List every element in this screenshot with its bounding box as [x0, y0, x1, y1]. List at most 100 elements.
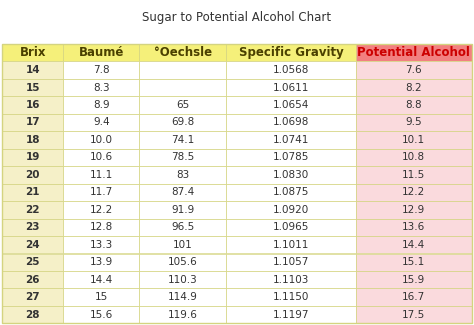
Text: 16: 16 [26, 100, 40, 110]
Bar [356, 271, 472, 289]
Bar [139, 79, 227, 96]
Text: 1.0920: 1.0920 [273, 205, 309, 215]
Bar [356, 96, 472, 114]
Text: Specific Gravity: Specific Gravity [239, 46, 344, 59]
Text: 27: 27 [26, 292, 40, 302]
Text: 18: 18 [26, 135, 40, 145]
Text: 110.3: 110.3 [168, 275, 198, 285]
Text: 78.5: 78.5 [171, 152, 195, 162]
Text: 11.5: 11.5 [402, 170, 425, 180]
Text: 12.2: 12.2 [90, 205, 113, 215]
Text: 17.5: 17.5 [402, 310, 425, 320]
Text: 12.2: 12.2 [402, 187, 425, 197]
Text: Baumé: Baumé [79, 46, 124, 59]
Text: 65: 65 [176, 100, 190, 110]
Bar [139, 218, 227, 236]
Text: 8.2: 8.2 [405, 83, 422, 93]
Text: 15: 15 [95, 292, 108, 302]
Text: 9.5: 9.5 [405, 117, 422, 127]
Bar [356, 201, 472, 218]
Bar [2, 61, 63, 79]
Bar [356, 131, 472, 149]
Bar [2, 44, 63, 61]
Text: 14.4: 14.4 [402, 240, 425, 250]
Bar [2, 254, 63, 271]
Text: Sugar to Potential Alcohol Chart: Sugar to Potential Alcohol Chart [143, 11, 331, 24]
Bar [356, 166, 472, 184]
Text: 21: 21 [26, 187, 40, 197]
Bar [227, 131, 356, 149]
Text: 10.8: 10.8 [402, 152, 425, 162]
Text: 22: 22 [26, 205, 40, 215]
Bar [2, 201, 63, 218]
Bar [63, 96, 139, 114]
Text: 15.9: 15.9 [402, 275, 425, 285]
Text: 11.7: 11.7 [90, 187, 113, 197]
Text: 14.4: 14.4 [90, 275, 113, 285]
Text: 8.3: 8.3 [93, 83, 109, 93]
Bar [63, 184, 139, 201]
Text: 13.3: 13.3 [90, 240, 113, 250]
Bar [227, 236, 356, 254]
Bar [227, 114, 356, 131]
Text: Brix: Brix [19, 46, 46, 59]
Text: 12.8: 12.8 [90, 222, 113, 232]
Text: 74.1: 74.1 [171, 135, 195, 145]
Bar [139, 201, 227, 218]
Text: 15.6: 15.6 [90, 310, 113, 320]
Bar [227, 218, 356, 236]
Text: 20: 20 [26, 170, 40, 180]
Bar [2, 96, 63, 114]
Text: 7.8: 7.8 [93, 65, 109, 75]
Bar [2, 218, 63, 236]
Bar [2, 79, 63, 96]
Bar [2, 306, 63, 323]
Text: 12.9: 12.9 [402, 205, 425, 215]
Bar [63, 114, 139, 131]
Text: 1.0875: 1.0875 [273, 187, 309, 197]
Bar [356, 306, 472, 323]
Text: 1.1011: 1.1011 [273, 240, 309, 250]
Text: 16.7: 16.7 [402, 292, 425, 302]
Text: 11.1: 11.1 [90, 170, 113, 180]
Bar [227, 201, 356, 218]
Text: 17: 17 [26, 117, 40, 127]
Bar [139, 184, 227, 201]
Bar [2, 166, 63, 184]
Bar [63, 201, 139, 218]
Bar [63, 79, 139, 96]
Text: 1.0568: 1.0568 [273, 65, 309, 75]
Text: 25: 25 [26, 257, 40, 267]
Text: 1.0654: 1.0654 [273, 100, 309, 110]
Bar [227, 79, 356, 96]
Bar [63, 131, 139, 149]
Bar [2, 184, 63, 201]
Bar [2, 149, 63, 166]
Bar [63, 254, 139, 271]
Text: 1.1150: 1.1150 [273, 292, 309, 302]
Text: 10.1: 10.1 [402, 135, 425, 145]
Bar [2, 114, 63, 131]
Text: 114.9: 114.9 [168, 292, 198, 302]
Bar [356, 218, 472, 236]
Text: 1.0698: 1.0698 [273, 117, 309, 127]
Text: 1.0741: 1.0741 [273, 135, 309, 145]
Text: 1.1057: 1.1057 [273, 257, 309, 267]
Text: Potential Alcohol: Potential Alcohol [357, 46, 470, 59]
Bar [139, 289, 227, 306]
Text: 87.4: 87.4 [171, 187, 195, 197]
Text: 28: 28 [26, 310, 40, 320]
Text: 24: 24 [26, 240, 40, 250]
Text: 19: 19 [26, 152, 40, 162]
Bar [139, 236, 227, 254]
Bar [2, 289, 63, 306]
Text: 14: 14 [26, 65, 40, 75]
Bar [63, 166, 139, 184]
Bar [139, 271, 227, 289]
Text: 8.8: 8.8 [405, 100, 422, 110]
Bar [63, 61, 139, 79]
Bar [227, 184, 356, 201]
Bar [227, 149, 356, 166]
Bar [139, 61, 227, 79]
Bar [63, 236, 139, 254]
